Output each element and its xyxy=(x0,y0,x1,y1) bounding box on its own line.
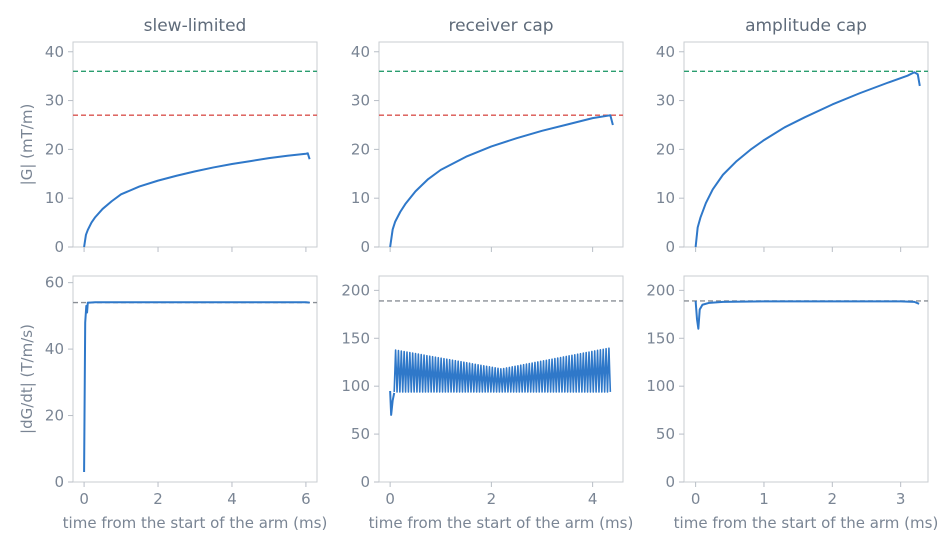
y-tick-label: 100 xyxy=(341,377,370,395)
y-tick-label: 150 xyxy=(646,329,675,347)
panel-title: slew-limited xyxy=(144,16,247,36)
data-line xyxy=(694,71,921,248)
y-tick-label: 150 xyxy=(341,329,370,347)
panel-4: 0 20 40 60 0 2 4 6 time from the start of the ar… xyxy=(18,274,327,532)
panel-2: 0 10 20 30 40 receiver cap xyxy=(351,16,624,256)
x-axis-label: time from the start of the arm (ms) xyxy=(369,514,634,532)
y-tick-label: 200 xyxy=(646,281,675,299)
y-axis-label: |dG/dt| (T/m/s) xyxy=(18,324,36,434)
data-line xyxy=(389,390,396,416)
oscillating-slew-line xyxy=(393,347,612,393)
y-tick-label: 30 xyxy=(351,92,370,110)
y-tick-label: 10 xyxy=(656,189,675,207)
y-axis-label: |G| (mT/m) xyxy=(18,104,36,186)
y-tick-label: 10 xyxy=(45,189,64,207)
x-tick-label: 3 xyxy=(896,490,906,508)
x-tick-label: 1 xyxy=(759,490,769,508)
y-tick-label: 20 xyxy=(45,140,64,158)
y-tick-label: 0 xyxy=(54,238,64,256)
y-tick-label: 100 xyxy=(646,377,675,395)
y-tick-label: 30 xyxy=(656,92,675,110)
y-tick-label: 50 xyxy=(351,425,370,443)
x-tick-label: 6 xyxy=(301,490,311,508)
panel-title: amplitude cap xyxy=(745,16,867,36)
y-tick-label: 0 xyxy=(665,238,675,256)
plot-frame xyxy=(72,275,318,483)
x-axis-label: time from the start of the arm (ms) xyxy=(674,514,939,532)
panel-6: 0 50 100 150 200 0 1 2 3 time from the start of t… xyxy=(646,275,939,532)
x-tick-label: 4 xyxy=(227,490,237,508)
y-tick-label: 30 xyxy=(45,92,64,110)
y-tick-label: 0 xyxy=(54,473,64,491)
x-axis-label: time from the start of the arm (ms) xyxy=(63,514,328,532)
y-tick-label: 0 xyxy=(360,238,370,256)
plot-frame xyxy=(683,275,929,483)
x-tick-label: 4 xyxy=(588,490,598,508)
panel-1: 0 10 20 30 40 slew-limited |G| (mT/m) xyxy=(18,16,318,256)
y-tick-label: 40 xyxy=(45,340,64,358)
y-tick-label: 20 xyxy=(656,140,675,158)
y-tick-label: 60 xyxy=(45,274,64,292)
y-tick-label: 50 xyxy=(656,425,675,443)
x-tick-label: 2 xyxy=(487,490,497,508)
y-tick-label: 40 xyxy=(656,43,675,61)
x-tick-label: 2 xyxy=(828,490,838,508)
plot-frame xyxy=(378,41,624,248)
data-line xyxy=(694,300,920,330)
plot-frame xyxy=(683,41,929,248)
y-tick-label: 0 xyxy=(665,473,675,491)
y-tick-label: 0 xyxy=(360,473,370,491)
plot-frame xyxy=(378,275,624,483)
panel-3: 0 10 20 30 40 amplitude cap xyxy=(656,16,929,256)
x-tick-label: 0 xyxy=(691,490,701,508)
data-line xyxy=(389,114,614,248)
y-tick-label: 40 xyxy=(45,43,64,61)
y-tick-label: 40 xyxy=(351,43,370,61)
x-tick-label: 0 xyxy=(79,490,89,508)
y-tick-label: 10 xyxy=(351,189,370,207)
panel-5: 0 50 100 150 200 0 2 4 time from the start of th… xyxy=(341,275,634,532)
panel-title: receiver cap xyxy=(448,16,553,36)
y-tick-label: 200 xyxy=(341,281,370,299)
data-line xyxy=(83,152,311,248)
y-tick-label: 20 xyxy=(45,407,64,425)
x-tick-label: 2 xyxy=(153,490,163,508)
data-line xyxy=(83,301,310,473)
x-tick-label: 0 xyxy=(385,490,395,508)
y-tick-label: 20 xyxy=(351,140,370,158)
plot-frame xyxy=(72,41,318,248)
